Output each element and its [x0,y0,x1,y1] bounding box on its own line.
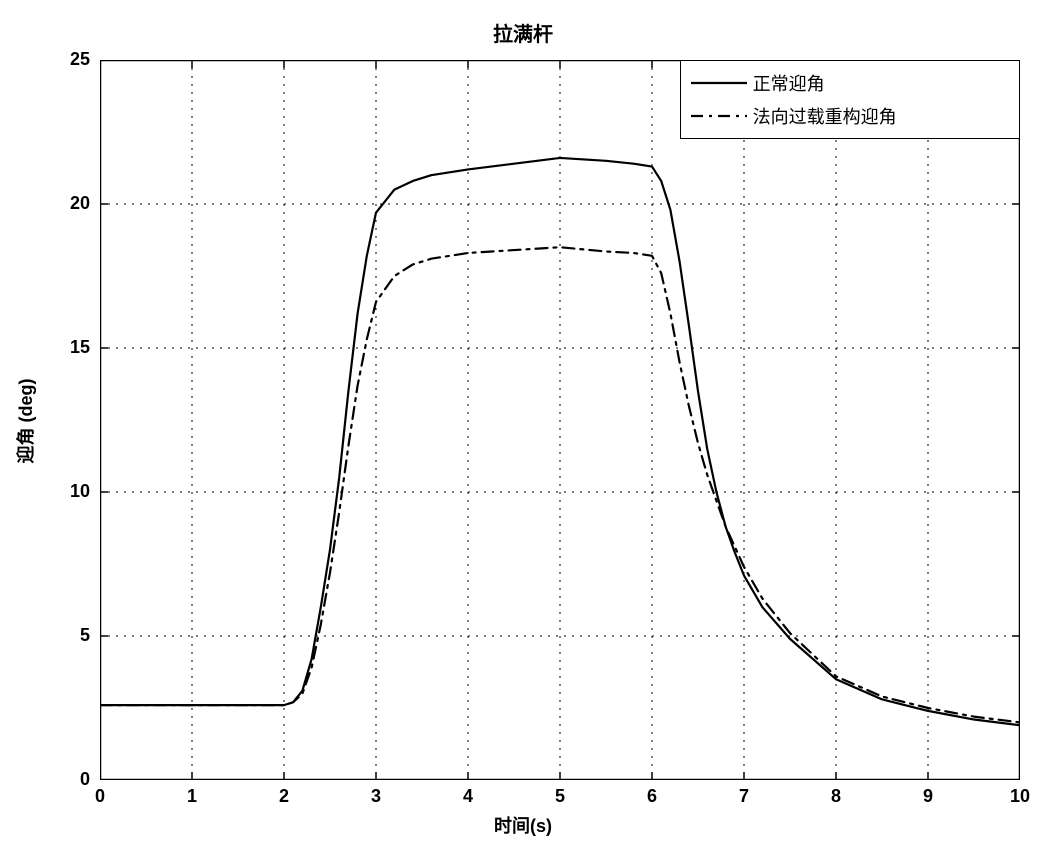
plot-svg [100,60,1020,780]
legend-item: 正常迎角 [691,70,1009,96]
x-tick-label: 4 [448,786,488,807]
x-tick-label: 3 [356,786,396,807]
figure: 拉满杆 迎角 (deg) 时间(s) 012345678910051015202… [0,0,1046,848]
x-tick-label: 5 [540,786,580,807]
plot-area [100,60,1020,780]
x-tick-label: 9 [908,786,948,807]
x-axis-label: 时间(s) [0,812,1046,838]
y-axis-label: 迎角 (deg) [12,361,38,481]
legend-line-sample [691,75,747,91]
legend-line-sample [691,108,747,124]
legend-label: 法向过载重构迎角 [753,103,897,129]
y-tick-label: 15 [50,337,90,358]
x-tick-label: 7 [724,786,764,807]
y-tick-label: 5 [50,625,90,646]
x-tick-label: 6 [632,786,672,807]
x-tick-label: 1 [172,786,212,807]
y-tick-label: 20 [50,193,90,214]
y-tick-label: 0 [50,769,90,790]
legend: 正常迎角法向过载重构迎角 [680,60,1020,139]
legend-item: 法向过载重构迎角 [691,103,1009,129]
chart-title: 拉满杆 [0,18,1046,47]
series-line [100,158,1020,725]
x-tick-label: 10 [1000,786,1040,807]
y-tick-label: 25 [50,49,90,70]
y-tick-label: 10 [50,481,90,502]
legend-label: 正常迎角 [753,70,825,96]
x-tick-label: 2 [264,786,304,807]
x-tick-label: 8 [816,786,856,807]
